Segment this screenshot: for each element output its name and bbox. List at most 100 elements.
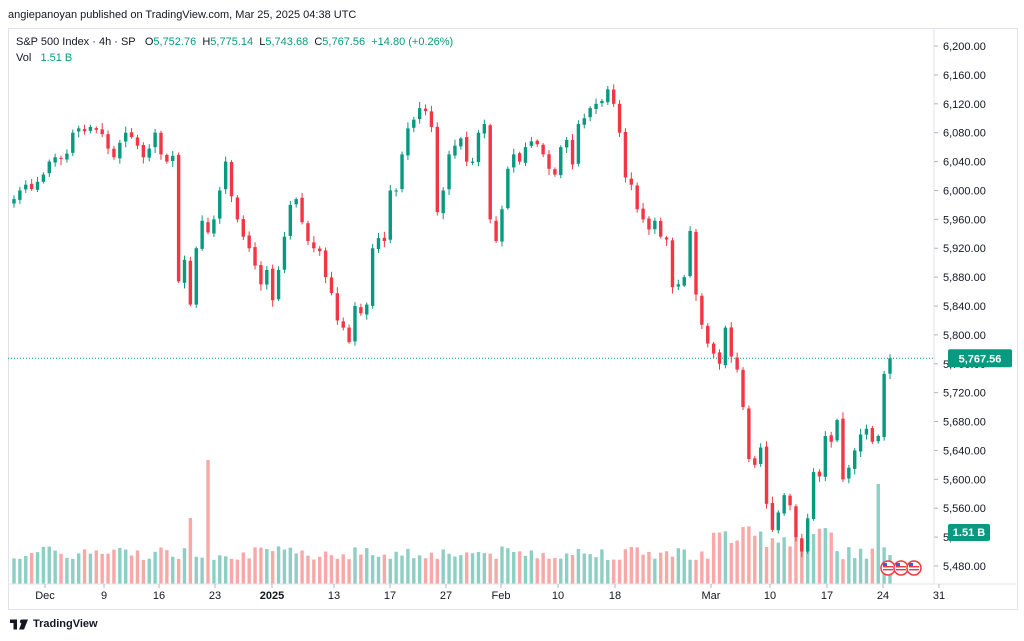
open-value: 5,752.76: [153, 36, 197, 48]
candle-body: [200, 220, 204, 249]
y-tick-label: 6,160.00: [943, 70, 986, 82]
volume-bar: [758, 531, 763, 584]
volume-bar: [159, 547, 163, 584]
candle-body: [441, 190, 445, 214]
candle-body: [353, 306, 357, 342]
volume-bar: [676, 548, 681, 584]
volume-bar: [870, 548, 875, 584]
volume-bar: [65, 557, 69, 584]
volume-bar: [347, 559, 351, 584]
flag-canton: [909, 563, 913, 566]
candle-body: [359, 307, 363, 314]
x-tick-label: 31: [933, 590, 945, 602]
volume-bar: [541, 553, 545, 584]
candle-body: [676, 284, 681, 287]
candle-body: [265, 269, 269, 285]
candle-body: [29, 183, 34, 190]
candle-body: [76, 128, 81, 132]
y-tick-label: 6,040.00: [943, 157, 986, 169]
x-tick-label: 10: [764, 590, 776, 602]
candle-body: [329, 277, 334, 294]
symbol-label: S&P 500 Index · 4h · SP: [16, 36, 136, 48]
candle-body: [506, 168, 510, 209]
volume-bar: [782, 537, 786, 584]
candle-body: [135, 137, 140, 146]
candle-body: [435, 126, 440, 213]
price-chart[interactable]: 6,200.00 6,160.00 6,120.00 6,080.00 6,040.00…: [8, 28, 1016, 608]
volume-bar: [353, 547, 357, 584]
high-value: 5,775.14: [210, 36, 254, 48]
candle-body: [194, 248, 198, 305]
volume-bar: [212, 559, 216, 584]
candle-body: [247, 235, 251, 249]
candle-body: [470, 161, 475, 163]
candle-body: [464, 137, 469, 162]
candle-body: [623, 131, 628, 178]
volume-bar: [153, 551, 157, 584]
volume-bar: [259, 547, 263, 584]
candle-body: [370, 248, 375, 306]
candle-body: [800, 538, 804, 552]
volume-bar: [723, 531, 728, 584]
volume-bar: [582, 553, 586, 584]
price-tag: 5,767.56: [948, 349, 1012, 368]
candle-body: [376, 238, 381, 250]
volume-row: Vol 1.51 B: [16, 50, 453, 66]
price-tag-bg: [948, 349, 1012, 368]
candle-body: [41, 174, 46, 182]
volume-bar: [706, 558, 710, 584]
candle-body: [459, 138, 463, 147]
candle-body: [688, 230, 692, 277]
low-value: 5,743.68: [265, 36, 309, 48]
candle-body: [617, 103, 622, 133]
volume-bar: [476, 552, 481, 584]
high-label: H: [202, 36, 211, 48]
y-tick-label: 5,840.00: [943, 301, 986, 313]
candle-body: [100, 129, 104, 135]
volume-bar: [741, 527, 745, 584]
volume-bar: [629, 546, 634, 584]
candle-body: [823, 435, 828, 477]
volume-bar: [811, 533, 816, 584]
candle-body: [47, 161, 51, 174]
volume-bar: [600, 549, 604, 584]
candle-body: [306, 223, 310, 242]
candle-body: [588, 108, 592, 118]
volume-bar: [141, 559, 146, 584]
volume-bar: [594, 557, 598, 584]
volume-bar: [223, 556, 228, 584]
flag-stripe: [883, 566, 893, 568]
volume-bar: [165, 550, 169, 584]
volume-bar: [218, 555, 222, 584]
volume-bar: [641, 554, 645, 584]
volume-bar: [241, 552, 245, 584]
volume-bar: [247, 558, 251, 584]
y-tick-label: 5,680.00: [943, 417, 986, 429]
candle-body: [711, 343, 716, 354]
volume-bar: [306, 555, 310, 584]
volume-bar: [853, 558, 857, 584]
volume-bar: [788, 546, 792, 584]
volume-bar: [423, 558, 428, 584]
candle-body: [512, 154, 516, 168]
flag-icons[interactable]: [880, 560, 922, 576]
volume-bar: [835, 551, 839, 584]
volume-bar: [694, 559, 698, 584]
volume-bar: [59, 553, 63, 584]
candle-body: [870, 428, 875, 442]
candle-body: [312, 242, 316, 249]
candle-body: [394, 190, 398, 192]
volume-bar: [188, 518, 193, 584]
candle-body: [517, 153, 522, 162]
candle-body: [65, 153, 69, 160]
volume-bar: [288, 547, 293, 584]
candle-body: [882, 373, 886, 438]
candle-body: [412, 119, 416, 128]
volume-bar: [265, 548, 269, 584]
volume-bar: [700, 551, 704, 584]
candle-body: [223, 161, 228, 190]
candle-body: [829, 435, 833, 442]
volume-bar: [135, 550, 140, 584]
y-tick-label: 6,120.00: [943, 99, 986, 111]
candle-body: [141, 145, 146, 158]
